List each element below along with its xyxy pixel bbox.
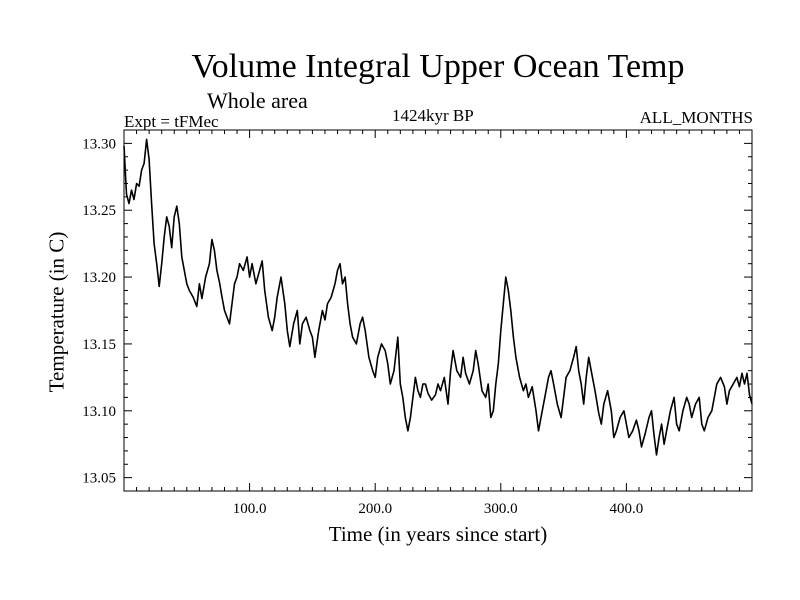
x-tick-label: 300.0 (484, 501, 518, 517)
experiment-label: Expt = tFMec (124, 112, 219, 131)
axis-ticks (123, 129, 753, 492)
y-tick-label: 13.30 (82, 136, 116, 152)
tick-labels: 100.0 200.0 300.0 400.0 13.05 13.10 13.15 13.20… (82, 136, 643, 517)
y-tick-label: 13.25 (82, 203, 116, 219)
y-tick-label: 13.05 (82, 471, 116, 487)
plot-frame (123, 129, 753, 492)
chart-subtitle: Whole area (207, 88, 308, 113)
x-tick-label: 100.0 (233, 501, 267, 517)
x-tick-label: 400.0 (610, 501, 644, 517)
series-line (123, 138, 753, 456)
y-tick-label: 13.15 (82, 337, 116, 353)
x-tick-label: 200.0 (358, 501, 392, 517)
y-tick-label: 13.20 (82, 270, 116, 286)
y-tick-label: 13.10 (82, 404, 116, 420)
period-label: 1424kyr BP (392, 106, 474, 125)
months-label: ALL_MONTHS (639, 108, 753, 127)
chart-title: Volume Integral Upper Ocean Temp (191, 48, 685, 85)
x-axis-label: Time (in years since start) (328, 522, 548, 546)
